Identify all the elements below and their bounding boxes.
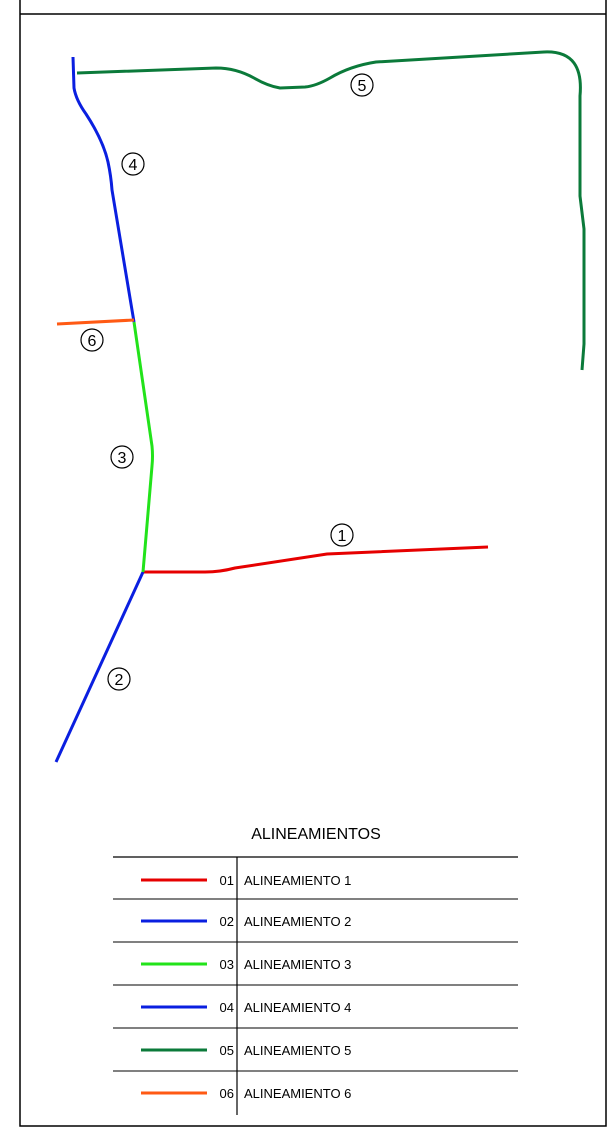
legend-name-03: ALINEAMIENTO 3 [244,957,352,972]
alignment-1-line [143,545,489,574]
alignment-5-number: 5 [358,78,367,95]
legend-name-04: ALINEAMIENTO 4 [244,1000,352,1015]
alignment-3-line [132,321,154,573]
map-frame-border [19,0,607,1127]
alignment-2-line [54,571,145,763]
legend-name-06: ALINEAMIENTO 6 [244,1086,352,1101]
alignment-5-line [76,50,586,371]
legend-code-04: 04 [219,1000,234,1015]
legend-code-01: 01 [219,873,234,888]
alignment-1-number: 1 [338,528,347,545]
alignment-4-line [71,56,136,323]
legend-table [113,856,518,1115]
alignment-6-number: 6 [88,333,97,350]
legend-code-02: 02 [219,914,234,929]
alignment-3-number: 3 [118,450,127,467]
alignment-6-label: 6 [80,328,104,352]
legend-name-01: ALINEAMIENTO 1 [244,873,352,888]
alignment-4-number: 4 [129,157,138,174]
alignment-1-label: 1 [330,523,354,547]
alignment-3-label: 3 [110,445,134,469]
legend-code-05: 05 [219,1043,234,1058]
alignment-5-label: 5 [350,73,374,97]
legend-code-03: 03 [219,957,234,972]
alignment-2-number: 2 [115,672,124,689]
legend-name-02: ALINEAMIENTO 2 [244,914,352,929]
alignment-2-label: 2 [107,667,131,691]
alignment-4-label: 4 [121,152,145,176]
alignment-6-line [56,318,135,326]
legend-code-06: 06 [219,1086,234,1101]
legend-title: ALINEAMIENTOS [251,826,381,843]
legend-name-05: ALINEAMIENTO 5 [244,1043,352,1058]
